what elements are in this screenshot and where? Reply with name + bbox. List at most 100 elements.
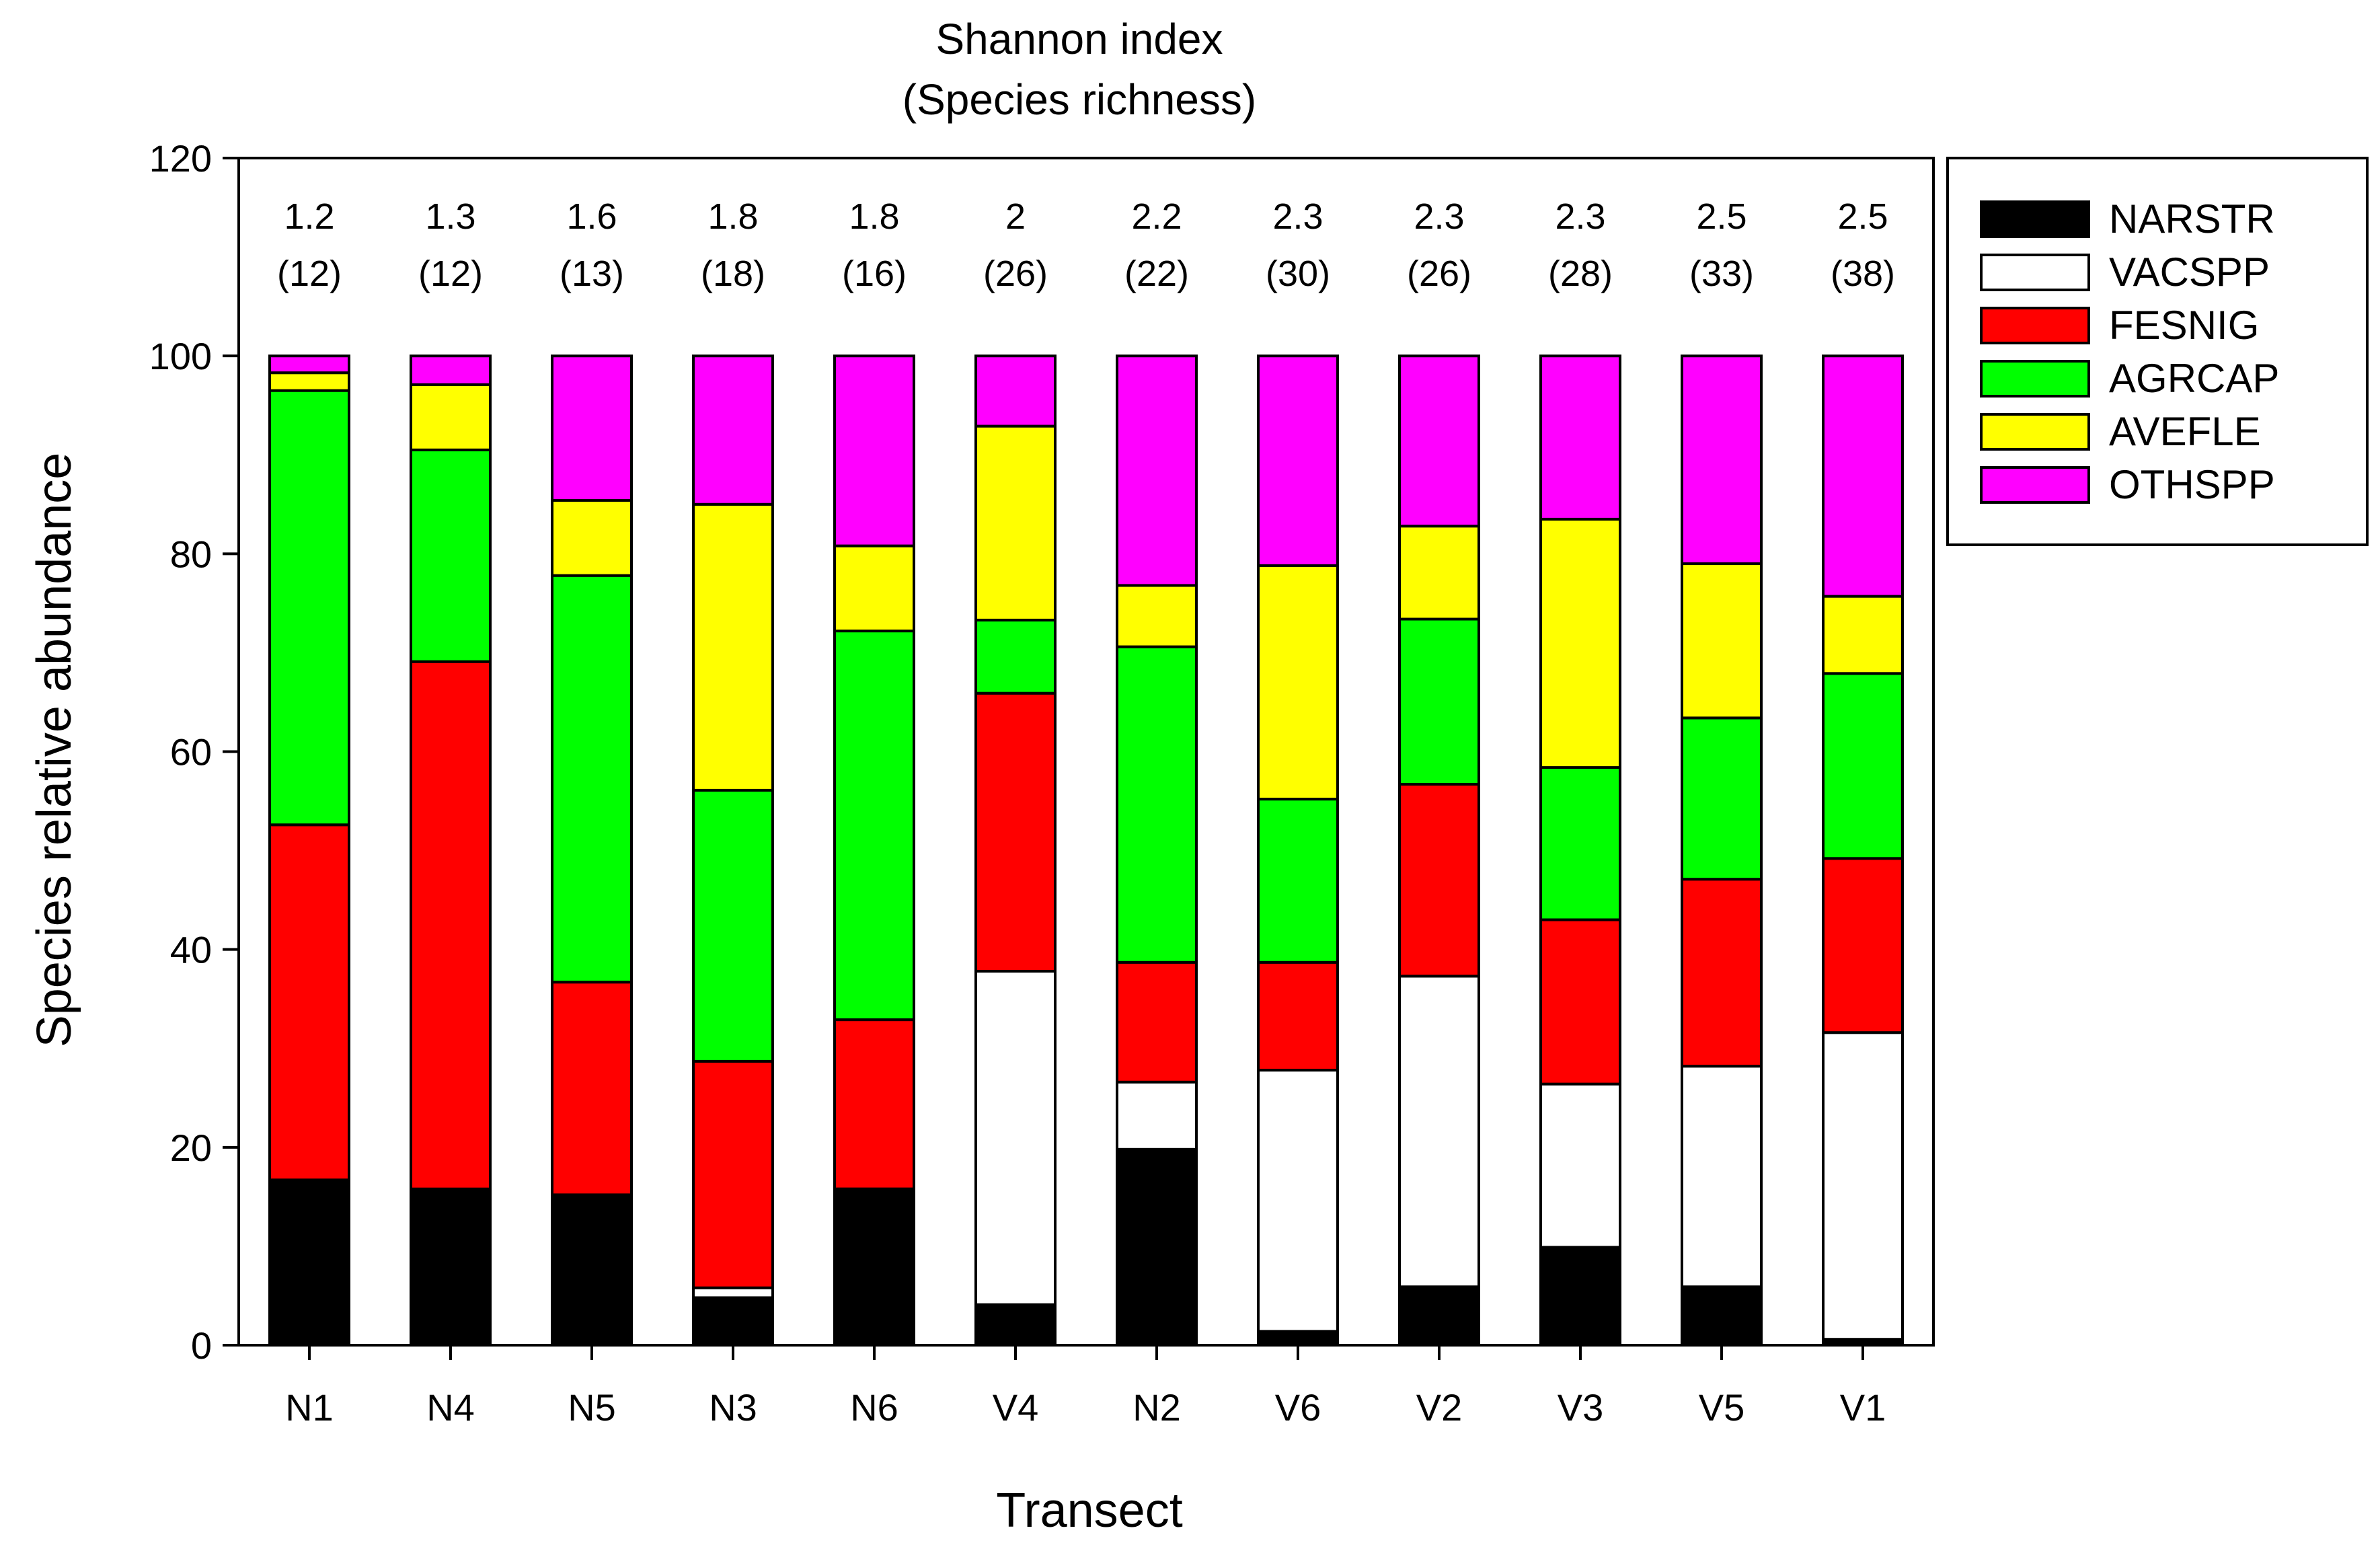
- shannon-index-label: 2.3: [1414, 196, 1464, 237]
- bar-segment-othspp-n2: [1116, 354, 1198, 587]
- species-richness-label: (26): [983, 254, 1048, 294]
- bar-segment-fesnig-v2: [1398, 783, 1480, 978]
- bar-segment-othspp-n3: [692, 354, 774, 506]
- species-richness-label: (38): [1831, 254, 1895, 294]
- bar-segment-narstr-n3: [692, 1296, 774, 1347]
- bar-segment-avefle-v4: [974, 424, 1057, 621]
- plot-frame: [237, 157, 1935, 1347]
- bar-segment-narstr-v4: [974, 1303, 1057, 1347]
- y-tick-label: 40: [170, 929, 212, 971]
- bar-segment-agrcap-v6: [1257, 798, 1339, 964]
- legend-label-fesnig: FESNIG: [2109, 303, 2259, 348]
- x-axis: N1 N4 N5 N3 N6 V4 N2 V6 V2 V3 V5 V1: [285, 1345, 1886, 1429]
- x-tick-label: V4: [993, 1386, 1039, 1429]
- y-tick-label: 20: [170, 1127, 212, 1169]
- x-tick-label: V3: [1558, 1386, 1604, 1429]
- bar-segment-othspp-v4: [974, 354, 1057, 428]
- species-richness-label: (28): [1548, 254, 1613, 294]
- bar-segment-fesnig-n1: [268, 823, 350, 1182]
- shannon-index-label: 1.8: [707, 196, 758, 237]
- y-tick-label: 120: [149, 137, 212, 180]
- x-tick-label: N6: [850, 1386, 898, 1429]
- bar-segment-narstr-v5: [1681, 1285, 1763, 1347]
- bar-segment-narstr-n4: [410, 1187, 492, 1347]
- species-richness-label: (30): [1266, 254, 1330, 294]
- bar-segment-avefle-n4: [410, 383, 492, 451]
- x-tick-label: N1: [285, 1386, 334, 1429]
- bar-segment-agrcap-v2: [1398, 617, 1480, 786]
- x-tick-label: N5: [568, 1386, 616, 1429]
- bar-segment-narstr-n6: [833, 1187, 915, 1347]
- species-richness-label: (22): [1124, 254, 1189, 294]
- bar-segment-agrcap-v4: [974, 618, 1057, 695]
- bar-segment-othspp-n6: [833, 354, 915, 547]
- x-axis-title: Transect: [996, 1484, 1182, 1538]
- chart-subtitle: (Species richness): [903, 75, 1256, 124]
- bar-segment-avefle-v5: [1681, 562, 1763, 720]
- shannon-index-label: 2.3: [1272, 196, 1323, 237]
- bar-segment-fesnig-v5: [1681, 878, 1763, 1068]
- species-richness-label: (26): [1407, 254, 1471, 294]
- species-richness-label: (12): [277, 254, 342, 294]
- bar-segment-vacspp-v3: [1539, 1082, 1621, 1249]
- bar-segment-avefle-v3: [1539, 517, 1621, 769]
- bar-segment-narstr-v3: [1539, 1246, 1621, 1347]
- shannon-index-label: 2.2: [1131, 196, 1182, 237]
- shannon-index-label: 1.6: [566, 196, 617, 237]
- bar-segment-fesnig-v6: [1257, 960, 1339, 1072]
- bar-segment-agrcap-n6: [833, 630, 915, 1022]
- bar-segment-agrcap-n3: [692, 788, 774, 1063]
- bar-segment-avefle-n2: [1116, 584, 1198, 648]
- legend-swatch-othspp: [1980, 466, 2090, 504]
- shannon-index-label: 1.8: [849, 196, 899, 237]
- legend: NARSTR VACSPP FESNIG AGRCAP AVEFLE OTHSPP: [1946, 157, 2369, 546]
- bar-segment-agrcap-n4: [410, 448, 492, 663]
- species-richness-label: (13): [560, 254, 624, 294]
- legend-swatch-narstr: [1980, 200, 2090, 238]
- x-tick-label: V6: [1275, 1386, 1321, 1429]
- bar-segment-fesnig-n2: [1116, 960, 1198, 1084]
- legend-label-vacspp: VACSPP: [2109, 250, 2270, 295]
- legend-swatch-agrcap: [1980, 360, 2090, 398]
- bar-segment-othspp-v3: [1539, 354, 1621, 521]
- chart-title: Shannon index: [935, 15, 1223, 63]
- x-tick-label: V5: [1699, 1386, 1745, 1429]
- bar-segment-agrcap-v1: [1822, 672, 1904, 860]
- bar-segment-agrcap-n2: [1116, 645, 1198, 964]
- bar-segment-vacspp-v2: [1398, 975, 1480, 1289]
- species-richness-label: (12): [418, 254, 483, 294]
- bar-segment-narstr-n2: [1116, 1147, 1198, 1347]
- bar-segment-avefle-v6: [1257, 564, 1339, 801]
- shannon-index-label: 1.2: [284, 196, 334, 237]
- bar-annotations: 1.2 (12) 1.3 (12) 1.6 (13) 1.8 (18) 1.8 (16) 2 (26)…: [277, 196, 1895, 294]
- shannon-index-label: 1.3: [425, 196, 475, 237]
- bar-segment-vacspp-v6: [1257, 1069, 1339, 1333]
- bar-segment-othspp-n4: [410, 354, 492, 386]
- legend-swatch-vacspp: [1980, 254, 2090, 291]
- bar-segment-fesnig-v1: [1822, 857, 1904, 1034]
- legend-swatch-fesnig: [1980, 307, 2090, 344]
- shannon-index-label: 2.3: [1555, 196, 1605, 237]
- bar-segment-narstr-v2: [1398, 1285, 1480, 1347]
- bars-layer: [268, 354, 1904, 1347]
- bar-segment-avefle-n5: [551, 498, 633, 577]
- bar-segment-avefle-n3: [692, 502, 774, 792]
- bar-segment-vacspp-n3: [692, 1286, 774, 1299]
- y-tick-label: 100: [149, 335, 212, 377]
- x-tick-label: V1: [1840, 1386, 1886, 1429]
- legend-label-narstr: NARSTR: [2109, 196, 2275, 241]
- bar-segment-fesnig-v4: [974, 691, 1057, 973]
- bar-segment-avefle-n1: [268, 371, 350, 392]
- y-tick-label: 0: [191, 1324, 212, 1367]
- bar-segment-othspp-v6: [1257, 354, 1339, 567]
- y-tick-label: 80: [170, 533, 212, 575]
- bar-segment-fesnig-n6: [833, 1018, 915, 1190]
- legend-label-agrcap: AGRCAP: [2109, 356, 2279, 401]
- bar-segment-agrcap-n1: [268, 389, 350, 827]
- species-richness-label: (18): [701, 254, 765, 294]
- bar-segment-agrcap-v3: [1539, 766, 1621, 921]
- bar-segment-fesnig-v3: [1539, 918, 1621, 1086]
- legend-label-othspp: OTHSPP: [2109, 462, 2275, 507]
- x-tick-label: N4: [426, 1386, 475, 1429]
- bar-segment-othspp-v5: [1681, 354, 1763, 566]
